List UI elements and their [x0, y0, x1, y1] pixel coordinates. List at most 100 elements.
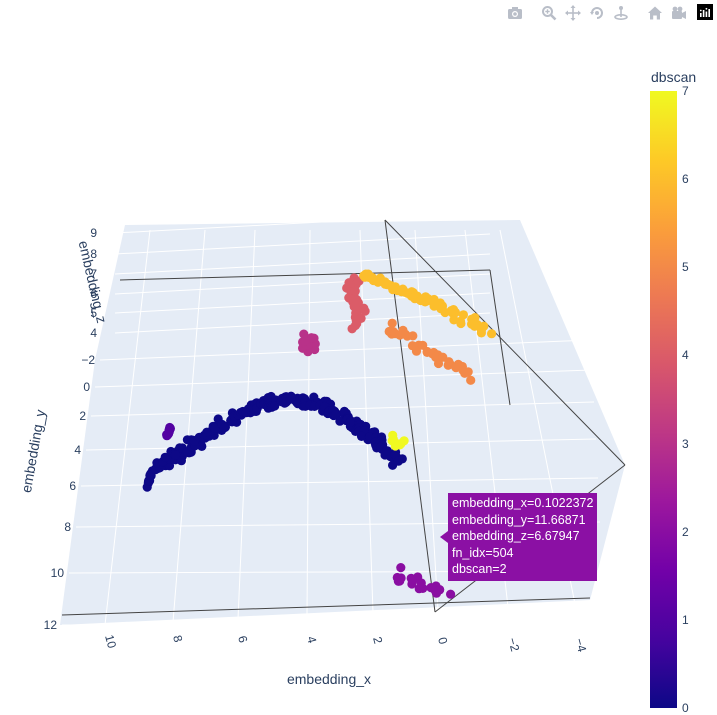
data-point: [170, 450, 181, 460]
colorbar-tick-label: 1: [682, 612, 689, 627]
y-tick-label: −2: [81, 353, 95, 367]
gridline-y: [99, 339, 591, 361]
data-point: [270, 401, 280, 411]
data-point: [219, 423, 229, 433]
data-point: [300, 336, 310, 346]
colorbar-tick-label: 3: [682, 436, 689, 451]
x-tick-label: 2: [370, 635, 385, 645]
data-point: [210, 423, 220, 433]
data-point: [476, 328, 486, 338]
colorbar-title: dbscan: [651, 69, 697, 85]
data-point: [197, 441, 207, 451]
data-point: [299, 329, 309, 339]
gridline-z: [114, 273, 491, 295]
data-point: [444, 357, 454, 367]
y-tick-label: 2: [79, 409, 86, 423]
colorbar-tick-label: 6: [682, 172, 689, 187]
x-tick-label: 8: [170, 634, 185, 644]
data-point: [393, 456, 403, 466]
camera-last-save-icon[interactable]: [669, 3, 689, 23]
hover-line: fn_idx=504: [452, 545, 514, 560]
colorbar-tick-label: 5: [682, 260, 689, 275]
data-point: [352, 318, 362, 329]
colorbar-tick-label: 2: [682, 524, 689, 539]
plotly-logo-icon[interactable]: [697, 4, 713, 20]
data-point: [164, 461, 175, 471]
data-point: [455, 316, 466, 326]
y-tick-label: 10: [51, 566, 65, 580]
z-tick-label: 8: [90, 247, 97, 261]
gridline-z: [114, 253, 491, 275]
hover-line: embedding_y=11.66871: [452, 512, 586, 527]
data-point: [395, 576, 405, 586]
gridline-x: [306, 229, 311, 617]
x-tick-label: −2: [505, 636, 522, 653]
data-point: [160, 452, 170, 462]
data-point: [466, 375, 476, 385]
axis-line: [489, 269, 511, 406]
modebar: [505, 3, 689, 23]
data-point: [446, 306, 456, 316]
gridline-y: [94, 369, 593, 388]
y-tick-label: 8: [64, 520, 71, 534]
z-tick-label: 6: [90, 287, 97, 301]
camera-icon[interactable]: [505, 3, 525, 23]
scene-axis-lines: [61, 219, 626, 616]
gridline-z: [114, 233, 491, 255]
orbit-rotation-icon[interactable]: [587, 3, 607, 23]
x-tick-label: 6: [235, 634, 250, 644]
data-point: [487, 329, 497, 339]
data-point: [446, 589, 456, 599]
x-tick-label: 4: [304, 635, 319, 645]
data-point: [145, 470, 155, 480]
data-point: [202, 427, 212, 437]
gridline-x: [172, 229, 206, 623]
data-point: [393, 439, 403, 449]
z-axis-title: embedding_z: [76, 239, 110, 325]
data-point: [396, 563, 406, 573]
z-tick-label: 7: [90, 267, 97, 281]
data-point: [163, 430, 173, 440]
home-icon[interactable]: [645, 3, 665, 23]
axis-line: [384, 219, 626, 466]
gridline-x: [359, 229, 374, 614]
data-point: [407, 579, 417, 589]
data-point: [408, 331, 418, 341]
data-point: [470, 321, 480, 331]
gridline-x: [237, 229, 256, 620]
hover-tooltip-arrow: [440, 531, 448, 543]
y-axis-title: embedding_y: [18, 408, 48, 494]
gridline-x: [104, 229, 151, 626]
data-point: [360, 306, 370, 316]
y-tick-label: 0: [83, 380, 90, 394]
y-tick-label: 12: [44, 618, 58, 632]
data-point: [416, 578, 426, 588]
data-points: [142, 269, 497, 599]
z-tick-label: 4: [90, 326, 97, 340]
data-point: [435, 585, 445, 595]
data-point: [345, 417, 355, 427]
data-point: [411, 346, 422, 356]
data-point: [387, 318, 397, 328]
x-tick-label: 10: [102, 633, 119, 650]
axis-line: [61, 597, 591, 616]
pan-icon[interactable]: [563, 3, 583, 23]
gridline-y: [80, 477, 599, 487]
turntable-rotation-icon[interactable]: [611, 3, 631, 23]
z-tick-label: 9: [90, 226, 97, 240]
colorbar-tick-label: 7: [682, 84, 689, 98]
gridline-y: [61, 624, 605, 627]
zoom-icon[interactable]: [539, 3, 559, 23]
hover-line: dbscan=2: [452, 562, 507, 576]
colorbar-tick-label: 4: [682, 348, 689, 363]
colorbar-tick-label: 0: [682, 701, 689, 715]
y-tick-label: 6: [69, 479, 76, 493]
x-tick-label: −4: [572, 637, 589, 654]
data-point: [382, 446, 392, 456]
hover-tooltip: embedding_x=0.1022372 embedding_y=11.668…: [448, 493, 598, 581]
axis-tick-labels: 10 8 6 4 2 0 −2 −4 −2 0 2 4 6 8 10 12 4 5 6 7 8 9: [44, 226, 590, 654]
hover-line: embedding_x=0.1022372: [452, 496, 594, 510]
colorbar: [650, 91, 677, 708]
data-point: [400, 329, 410, 339]
